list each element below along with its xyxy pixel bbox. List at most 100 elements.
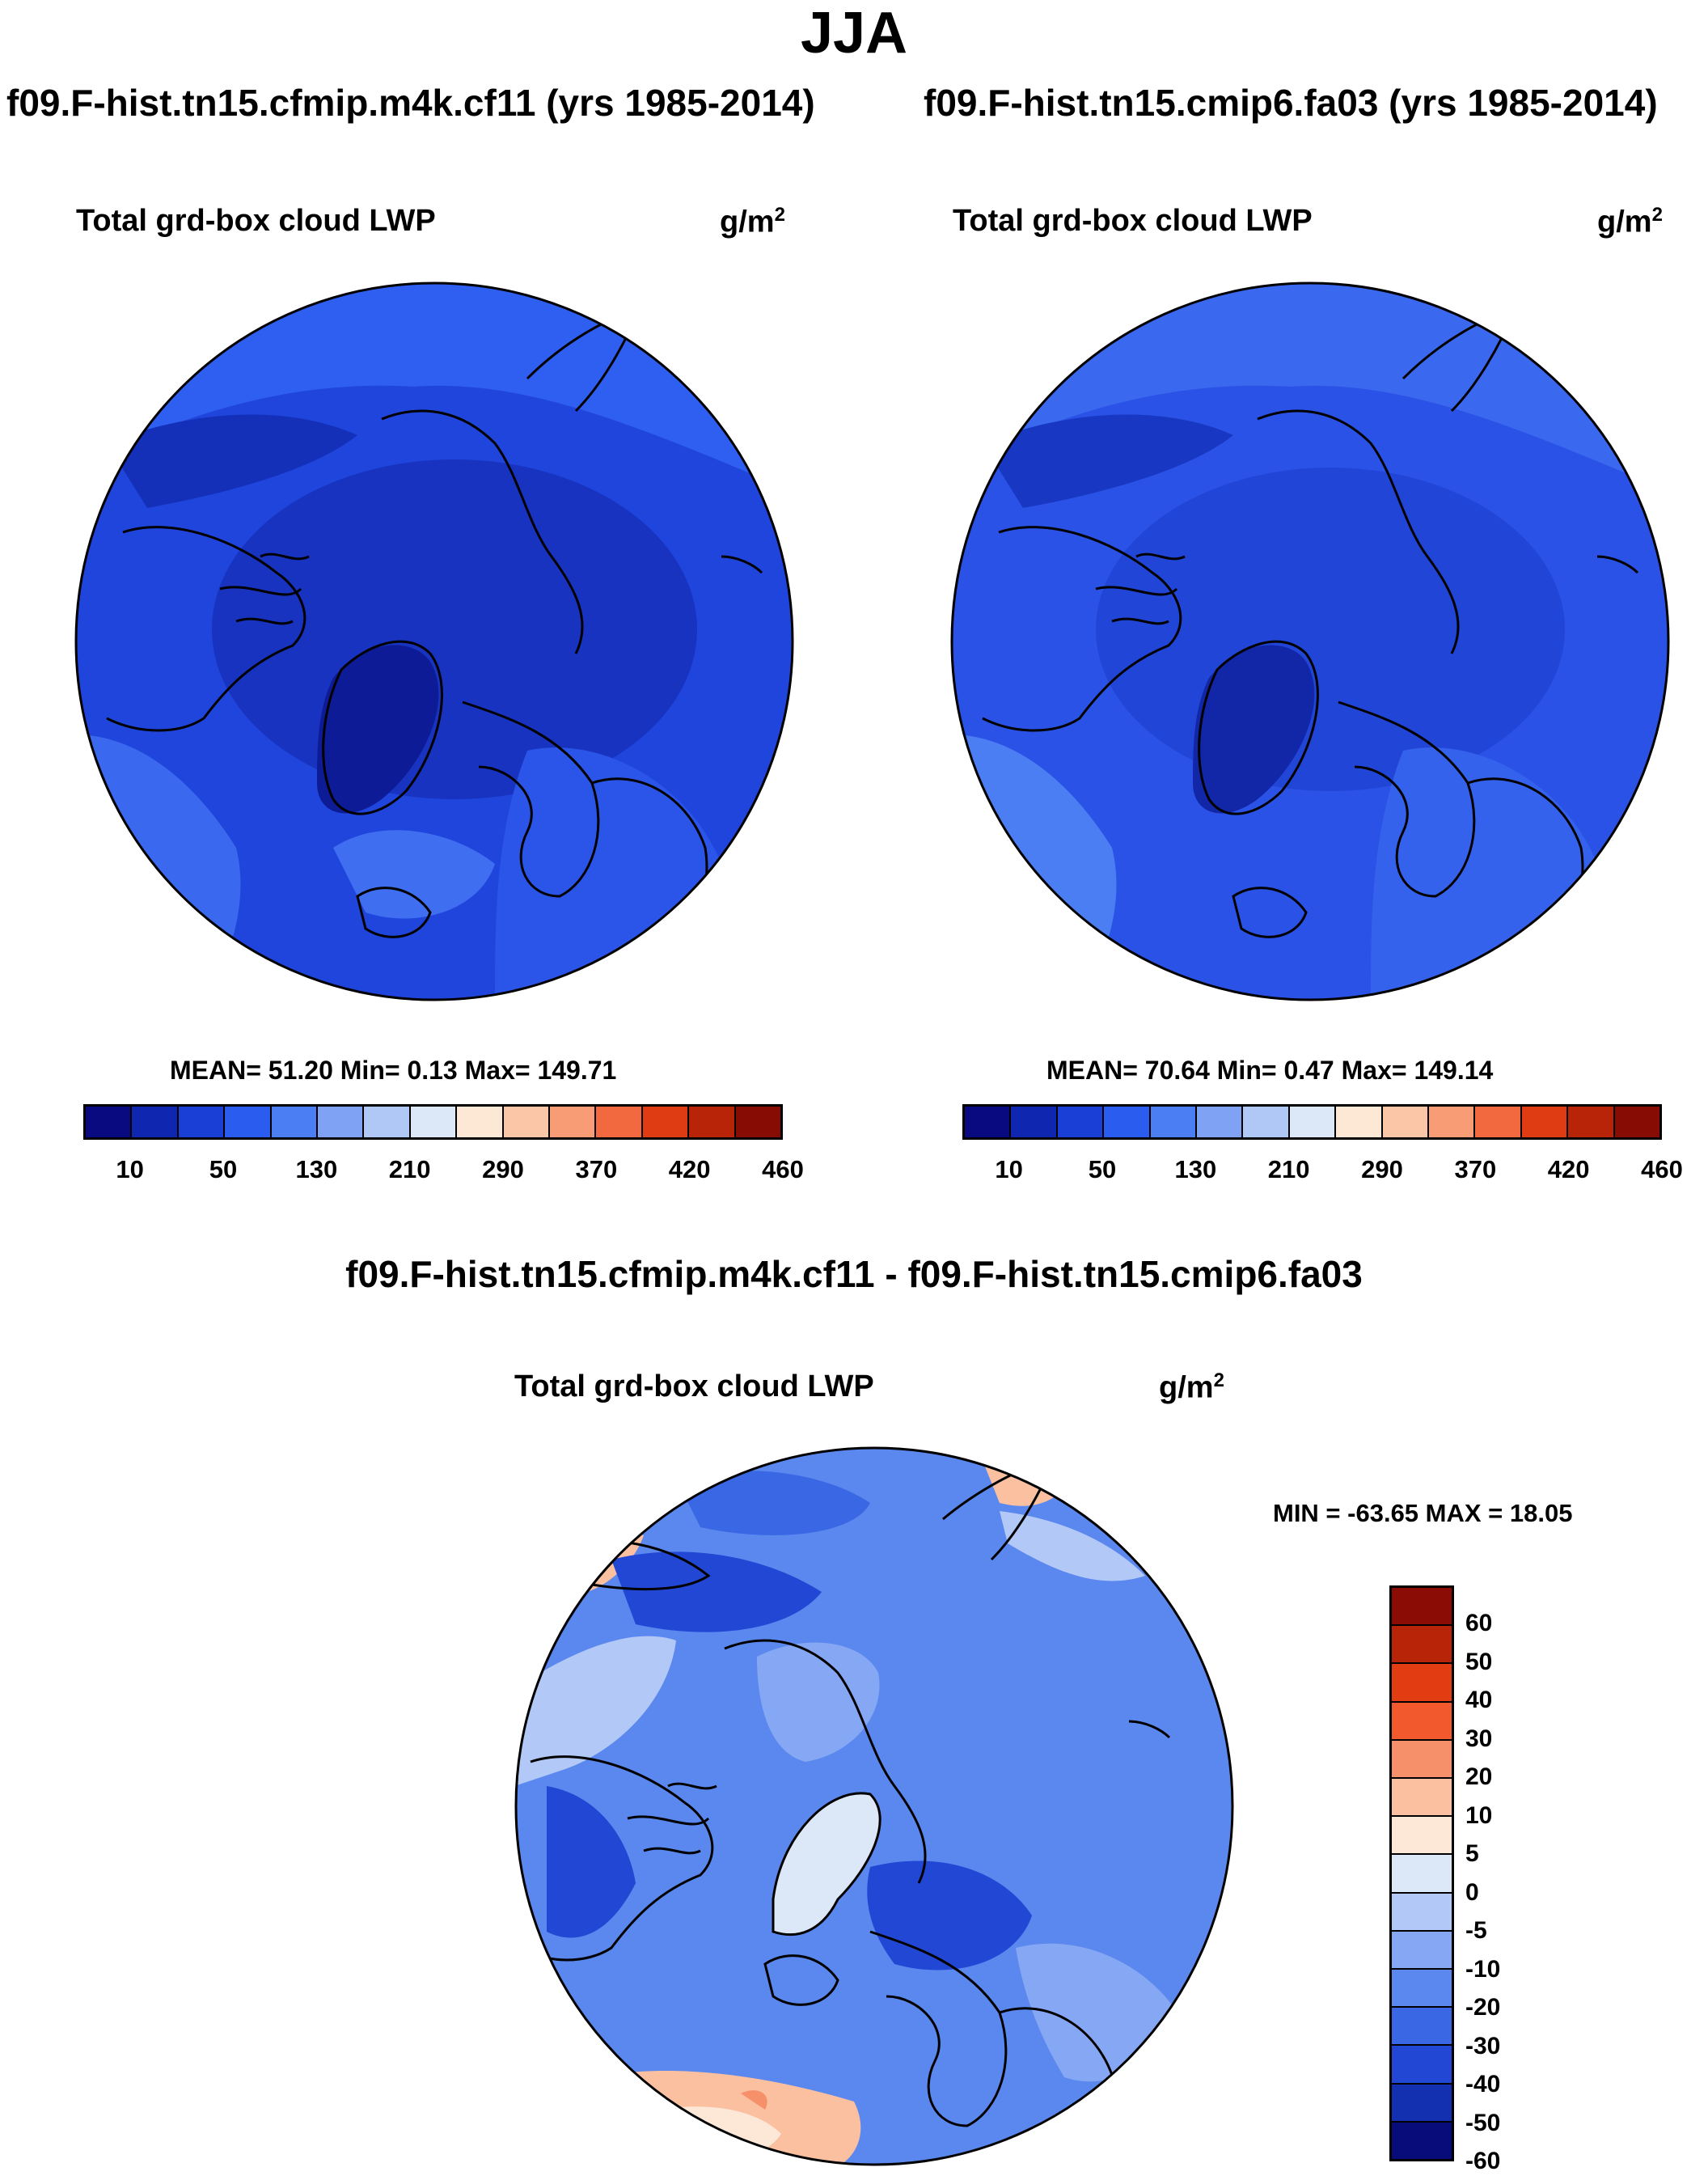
map-field-arctic <box>212 459 697 799</box>
colorbar-swatch <box>596 1107 643 1137</box>
colorbar-swatch <box>1243 1107 1290 1137</box>
map-field-positive <box>741 2090 767 2110</box>
colorbar-swatch <box>1392 1664 1452 1703</box>
map-field-band <box>547 1786 636 1938</box>
polar-map-left <box>74 281 794 1001</box>
colorbar-tick-label: 420 <box>1547 1155 1590 1183</box>
colorbar-swatch <box>735 1107 781 1137</box>
colorbar-swatch <box>410 1107 458 1137</box>
colorbar-tick-label: 370 <box>1454 1155 1497 1183</box>
colorbar-tick-label: -60 <box>1465 2148 1501 2174</box>
colorbar-swatch <box>1475 1107 1522 1137</box>
variable-label-diff: Total grd-box cloud LWP <box>514 1369 874 1403</box>
colorbar-tick-label: 20 <box>1465 1763 1493 1791</box>
colorbar-swatch <box>1392 2008 1452 2047</box>
map-field-band <box>1000 1511 1145 1581</box>
colorbar-swatch <box>1392 1931 1452 1970</box>
map-field-band <box>107 414 357 508</box>
units-label-left: g/m2 <box>720 204 785 239</box>
map-field-band <box>676 1471 870 1535</box>
map-field-band <box>983 414 1233 508</box>
colorbar-swatch <box>1392 1588 1452 1627</box>
map-field-band <box>76 283 793 492</box>
colorbar-tick-label: 50 <box>1465 1648 1493 1675</box>
colorbar-swatch <box>1392 2046 1452 2085</box>
colorbar-swatch <box>1521 1107 1569 1137</box>
colorbar-tick-label: 40 <box>1465 1687 1493 1714</box>
colorbar-swatch <box>1150 1107 1198 1137</box>
colorbar-swatch <box>1392 1702 1452 1741</box>
colorbar-swatch <box>364 1107 411 1137</box>
difference-title: f09.F-hist.tn15.cfmip.m4k.cf11 - f09.F-h… <box>345 1253 1363 1295</box>
colorbar-tick-label: 460 <box>762 1155 804 1183</box>
colorbar-tick-label: 210 <box>1267 1155 1310 1183</box>
colorbar-tick-label: -10 <box>1465 1955 1501 1983</box>
stats-left: MEAN= 51.20 Min= 0.13 Max= 149.71 <box>170 1056 617 1085</box>
polar-map-difference <box>514 1446 1234 2166</box>
colorbar-tick-label: 30 <box>1465 1725 1493 1752</box>
variable-label-right: Total grd-box cloud LWP <box>953 204 1313 238</box>
colorbar-swatch <box>1614 1107 1660 1137</box>
colorbar-swatch <box>178 1107 226 1137</box>
colorbar-swatch <box>550 1107 597 1137</box>
colorbar-swatch <box>965 1107 1012 1137</box>
colorbar-swatch <box>132 1107 179 1137</box>
colorbar-swatch <box>1392 1779 1452 1818</box>
colorbar-swatch <box>1392 1626 1452 1665</box>
map-field-band <box>516 1636 676 1786</box>
colorbar-tick-label: 5 <box>1465 1840 1479 1868</box>
colorbar-tick-label: 290 <box>482 1155 524 1183</box>
map-field-band <box>333 830 495 919</box>
colorbar-swatch <box>689 1107 736 1137</box>
map-field-greenland <box>317 645 439 814</box>
colorbar-swatch <box>1392 1893 1452 1932</box>
colorbar-tick-label: 130 <box>1174 1155 1217 1183</box>
stats-right: MEAN= 70.64 Min= 0.47 Max= 149.14 <box>1046 1056 1494 1085</box>
stats-diff: MIN = -63.65 MAX = 18.05 <box>1273 1499 1573 1527</box>
colorbar-tick-label: 130 <box>295 1155 338 1183</box>
map-field-band <box>952 283 1668 492</box>
units-label-diff: g/m2 <box>1159 1369 1224 1405</box>
colorbar-swatch <box>1392 1817 1452 1856</box>
map-field-arctic <box>1096 468 1565 791</box>
colorbar-tick-label: 0 <box>1465 1878 1479 1906</box>
colorbar-swatch <box>1392 2122 1452 2160</box>
colorbar-swatch <box>1382 1107 1430 1137</box>
colorbar-swatch <box>457 1107 504 1137</box>
map-field-band <box>611 1551 822 1632</box>
colorbar-swatch <box>642 1107 690 1137</box>
colorbar-swatch <box>1429 1107 1476 1137</box>
colorbar-swatch <box>1392 1970 1452 2009</box>
colorbar-tick-label: 10 <box>1465 1801 1493 1829</box>
colorbar-swatch <box>1289 1107 1337 1137</box>
colorbar-tick-label: -40 <box>1465 2071 1501 2098</box>
colorbar-tick-label: 210 <box>388 1155 431 1183</box>
colorbar-swatch <box>1336 1107 1383 1137</box>
map-border <box>514 1446 1234 2166</box>
colorbar-tick-label: 60 <box>1465 1610 1493 1637</box>
polar-map-right <box>950 281 1670 1001</box>
colorbar-difference <box>1389 1585 1454 2161</box>
colorbar-tick-label: 10 <box>116 1155 144 1183</box>
colorbar-tick-label: -5 <box>1465 1917 1487 1945</box>
colorbar-swatch <box>503 1107 551 1137</box>
colorbar-right <box>962 1104 1662 1140</box>
colorbar-swatch <box>271 1107 319 1137</box>
map-field-greenland <box>773 1793 881 1935</box>
colorbar-tick-label: 50 <box>1088 1155 1117 1183</box>
colorbar-swatch <box>1104 1107 1151 1137</box>
map-border <box>950 281 1670 1001</box>
colorbar-tick-label: 460 <box>1641 1155 1683 1183</box>
map-field-band <box>867 1860 1032 1970</box>
colorbar-swatch <box>1392 1855 1452 1894</box>
case-title-right: f09.F-hist.tn15.cmip6.fa03 (yrs 1985-201… <box>924 82 1658 124</box>
colorbar-tick-label: 370 <box>575 1155 618 1183</box>
colorbar-left <box>83 1104 783 1140</box>
variable-label-left: Total grd-box cloud LWP <box>76 204 436 238</box>
colorbar-tick-label: 50 <box>209 1155 238 1183</box>
colorbar-swatch <box>1392 1740 1452 1780</box>
colorbar-swatch <box>1011 1107 1058 1137</box>
colorbar-tick-label: 290 <box>1361 1155 1403 1183</box>
colorbar-swatch <box>86 1107 133 1137</box>
colorbar-swatch <box>318 1107 365 1137</box>
